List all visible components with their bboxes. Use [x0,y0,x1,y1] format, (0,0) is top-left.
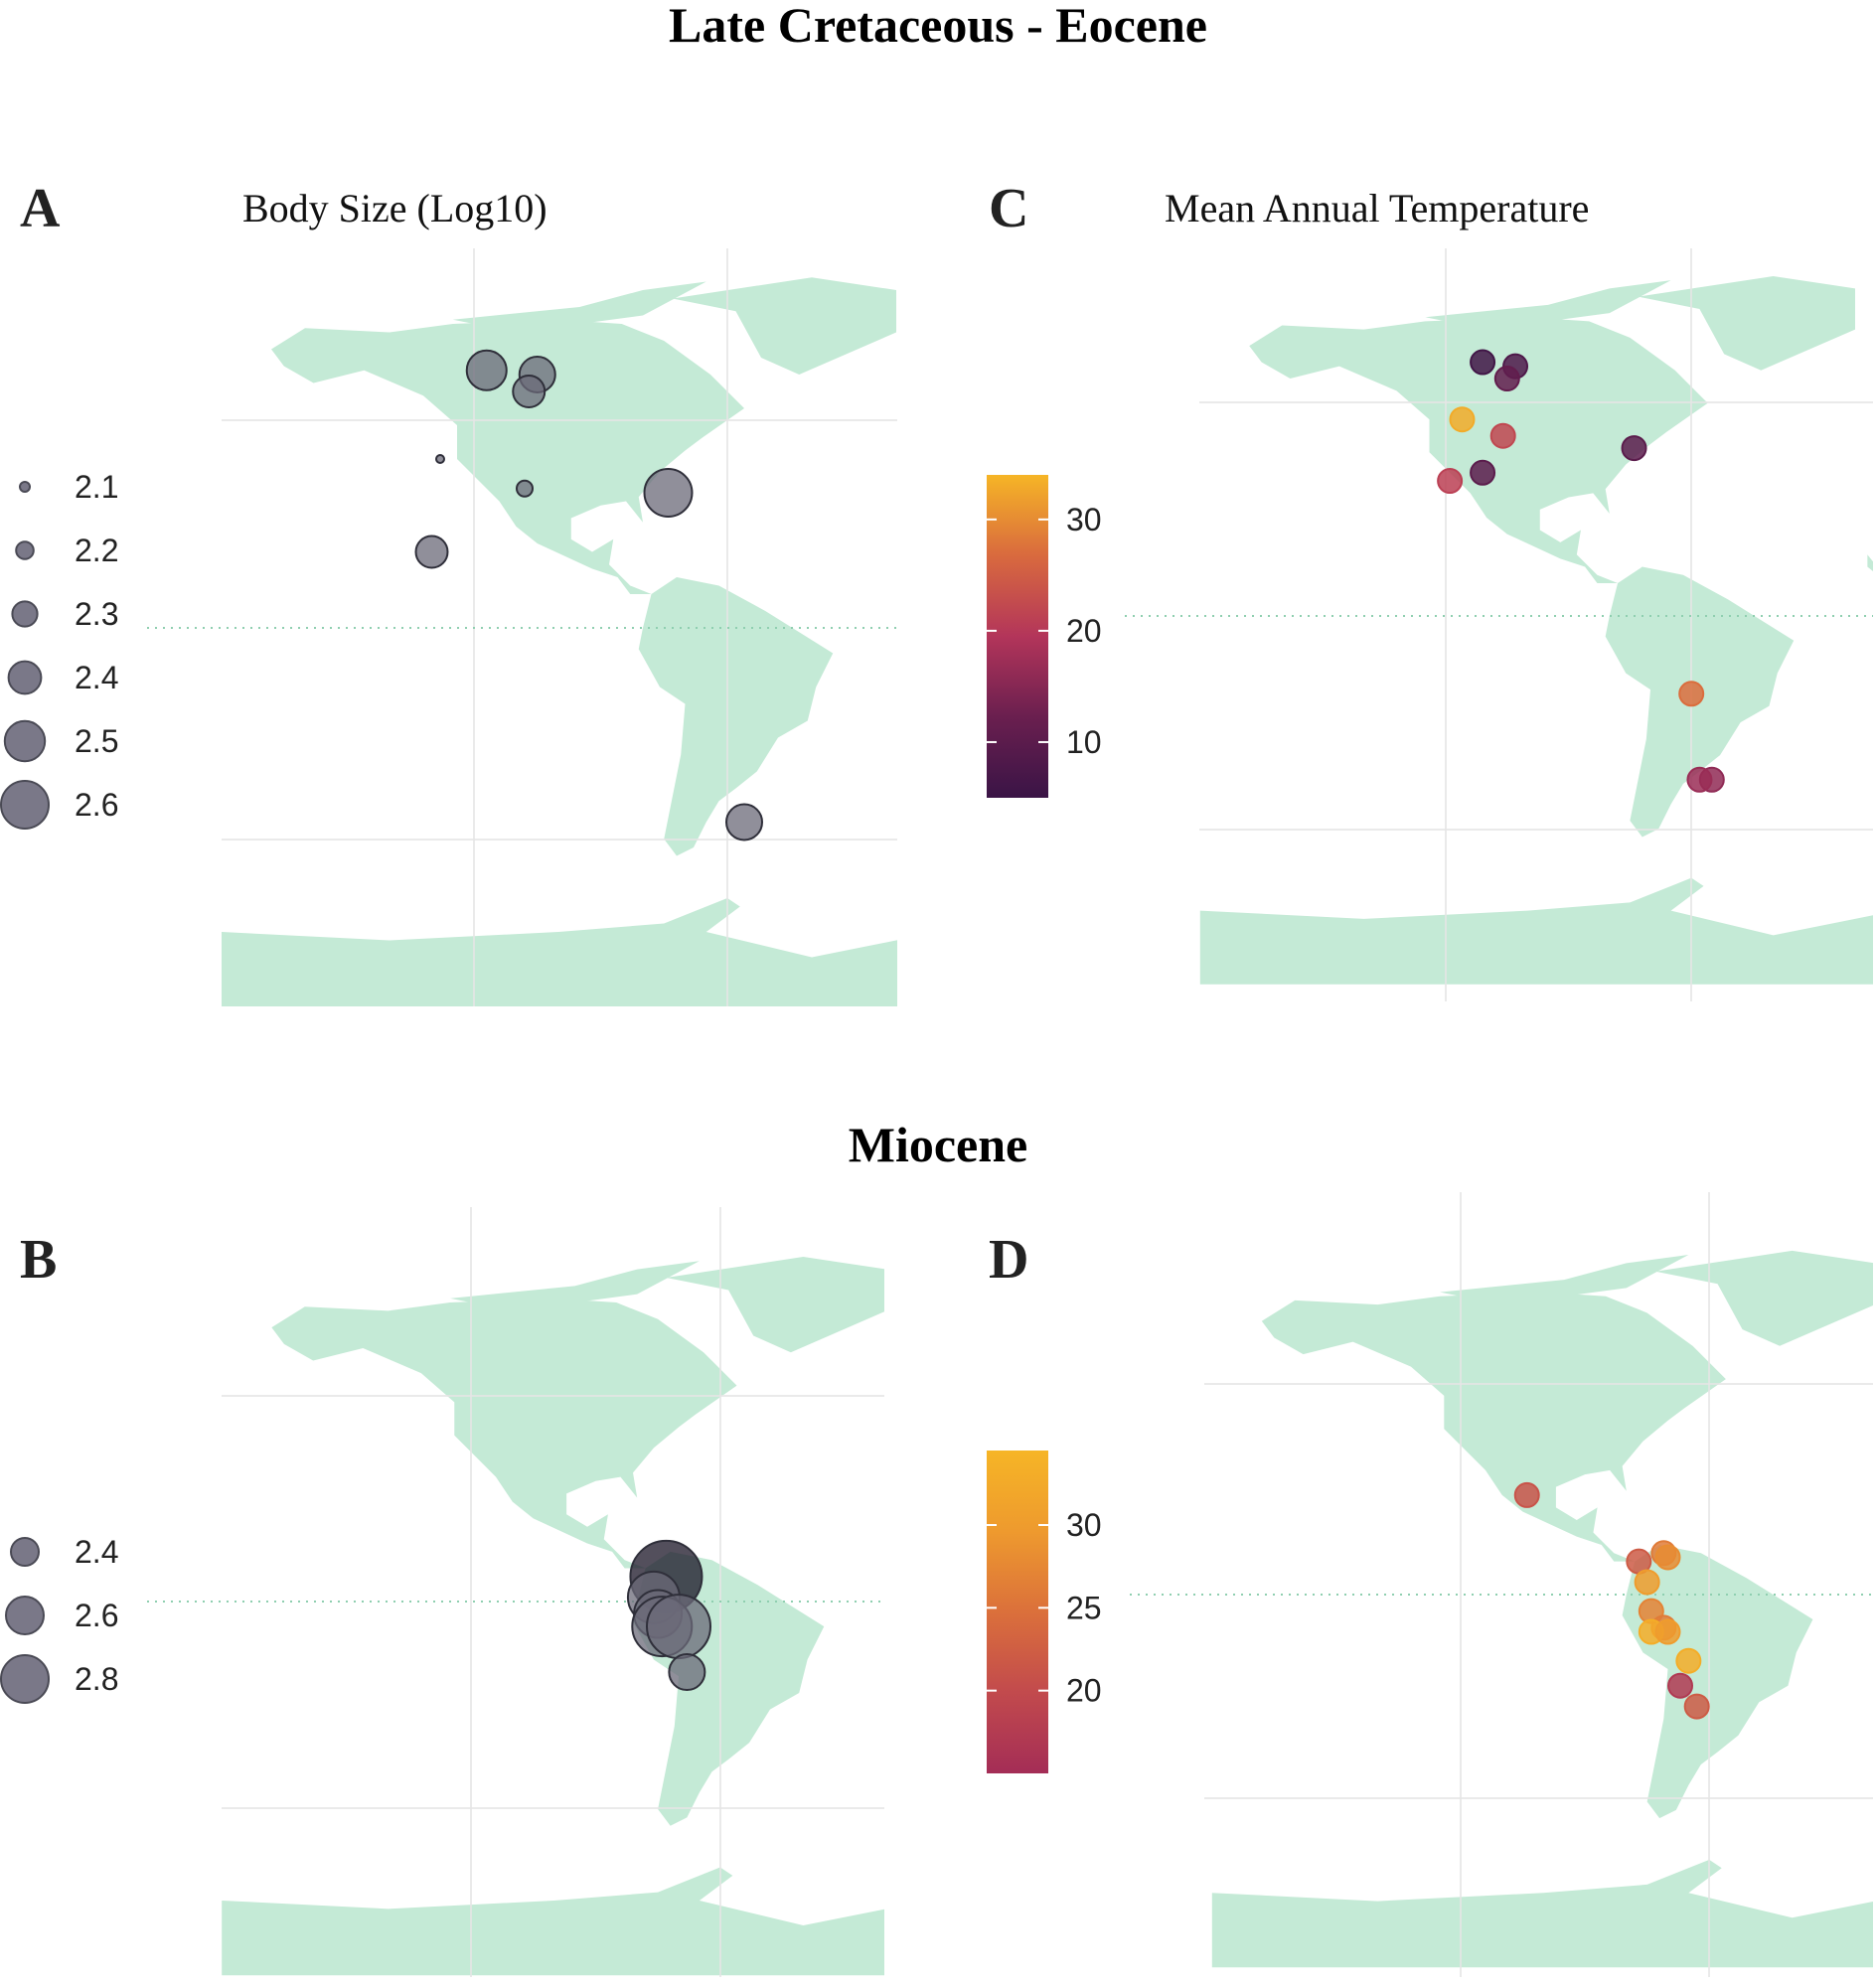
data-point [1683,1693,1710,1720]
legend-label: 2.5 [75,723,118,759]
legend-key-circle [0,780,50,830]
data-point [1634,1569,1660,1596]
legend-label: 2.2 [75,533,118,568]
data-point [1686,766,1713,793]
land-layer [222,277,982,1006]
landmass-north-america [271,1298,737,1569]
data-point [1675,1647,1702,1674]
data-point [668,1653,706,1692]
data-point [725,803,763,841]
colorbar-tick-label: 10 [1066,724,1102,760]
colorbar: 10 20 30 [987,475,1102,798]
legend-label: 2.4 [75,1534,118,1570]
data-point [1654,1618,1681,1645]
data-point [1621,435,1647,462]
points-layer-c [1437,349,1725,793]
colorbar-tick-label: 20 [1066,1673,1102,1709]
data-point [1513,1481,1540,1508]
legend-key-circle [5,1596,45,1635]
legend-label: 2.6 [75,1598,118,1633]
legend-key-circle [19,481,31,493]
landmass-antarctica [222,898,897,1006]
landmass-europe [928,1352,970,1452]
data-point [1493,366,1520,392]
map-panel-a [147,248,982,1006]
legend-key-circle [3,719,47,763]
landmass-arctic-islands [452,281,706,333]
landmass-antarctica [222,1867,884,1976]
land-layer [1211,1250,1873,1968]
points-layer-b [626,1539,711,1692]
landmass-south-america [1622,1544,1813,1819]
land-layer [222,1257,970,1976]
landmass-antarctica [1211,1859,1873,1968]
data-point [435,454,445,464]
colorbar-tick-label: 20 [1066,613,1102,649]
data-point [1654,1544,1681,1571]
landmass-europe [939,375,982,476]
data-point [1489,422,1516,449]
panel-letter-a: A [20,178,61,239]
landmass-arctic-islands [450,1261,700,1311]
colorbar-tick-label: 30 [1066,1507,1102,1543]
panel-letter-d: D [989,1229,1029,1291]
panel-title-a: Body Size (Log10) [242,186,547,230]
landmass-arctic-islands [1440,1255,1689,1305]
data-point [512,375,547,408]
size-legend: 2.4 2.6 2.8 [0,1534,118,1704]
data-point [1678,681,1705,707]
landmass-antarctica [1199,877,1873,985]
landmass-arctic-islands [1425,280,1671,330]
data-point [1470,459,1496,486]
data-point [1449,406,1476,433]
period-title-late-cretaceous-eocene: Late Cretaceous - Eocene [669,0,1207,53]
landmass-africa [1867,530,1873,571]
landmass-greenland [666,1257,884,1353]
data-point [643,468,694,518]
landmass-north-america [1249,317,1708,584]
points-layer-a [414,349,763,841]
land-layer [1199,276,1873,985]
legend-key-circle [11,600,39,628]
map-panel-b [147,1207,970,1977]
panel-letter-c: C [989,178,1029,239]
legend-key-circle [0,1654,50,1704]
landmass-north-america [271,319,744,594]
legend-label: 2.4 [75,660,118,695]
map-panel-c [1125,248,1873,1001]
legend-label: 2.8 [75,1661,118,1697]
data-point [1437,468,1464,495]
data-point [1667,1672,1694,1699]
legend-key-circle [10,1537,40,1567]
colorbar-tick-label: 30 [1066,502,1102,537]
landmass-greenland [1638,276,1855,371]
data-point [465,349,508,391]
landmass-greenland [672,277,896,375]
legend-label: 2.6 [75,787,118,823]
map-panel-d [1130,1192,1873,1977]
size-legend: 2.1 2.2 2.3 2.4 2.5 2.6 [0,469,118,830]
colorbar: 20 25 30 [987,1451,1102,1773]
data-point [646,1594,711,1660]
data-point [516,479,534,498]
legend-key-circle [7,660,43,695]
legend-label: 2.1 [75,469,118,505]
legend-label: 2.3 [75,596,118,632]
colorbar-rect [987,1451,1048,1773]
landmass-south-america [638,577,834,856]
colorbar-tick-label: 25 [1066,1590,1102,1625]
panel-title-c: Mean Annual Temperature [1165,186,1590,230]
data-point [1470,349,1496,376]
panel-letter-b: B [20,1229,58,1291]
landmass-greenland [1654,1250,1873,1346]
colorbar-rect [987,475,1048,798]
period-title-miocene: Miocene [848,1117,1028,1172]
points-layer-d [1513,1481,1710,1720]
landmass-north-america [1261,1292,1726,1562]
legend-key-circle [15,540,35,560]
data-point [414,535,449,569]
